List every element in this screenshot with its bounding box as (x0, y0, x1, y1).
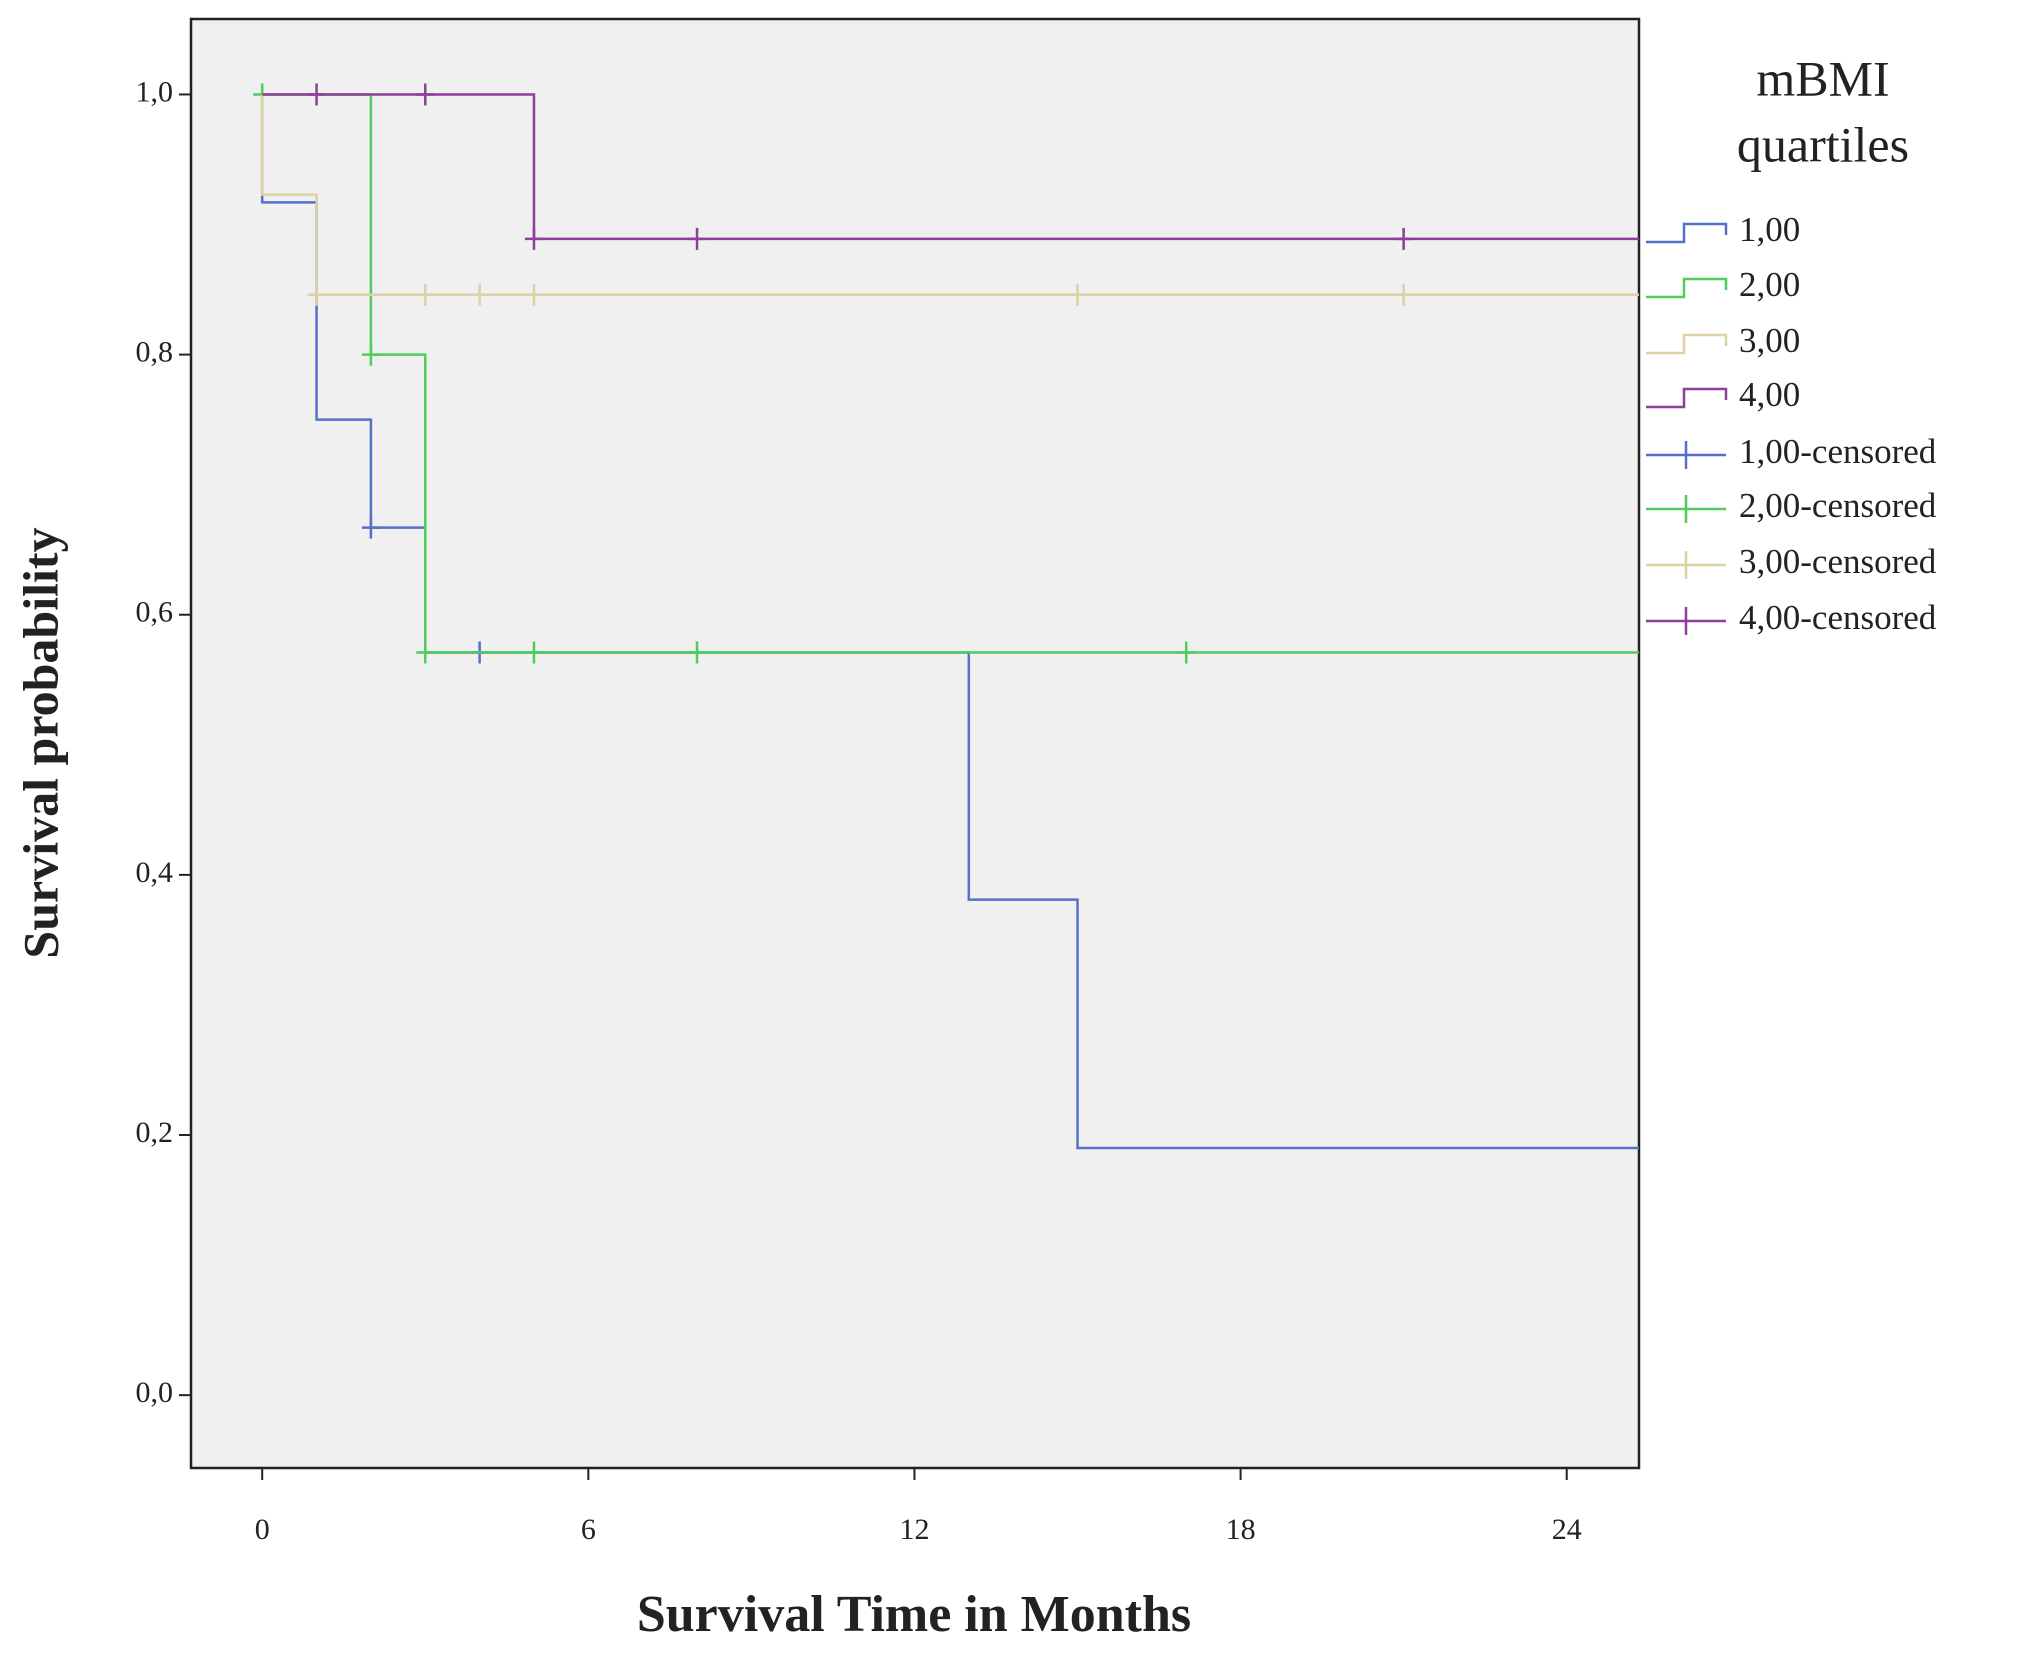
legend-label: 4,00 (1739, 375, 1800, 414)
censored-mark (307, 83, 326, 106)
legend-step-symbol (1646, 277, 1728, 299)
censored-mark (1068, 283, 1087, 306)
censored-mark (688, 227, 707, 250)
legend-label: 3,00-censored (1739, 542, 1937, 581)
y-tick-label: 0,0 (136, 1376, 174, 1409)
legend-censored-symbol (1646, 551, 1726, 579)
censored-mark (470, 283, 489, 306)
legend-label: 2,00 (1739, 265, 1800, 304)
censored-mark (688, 641, 707, 664)
x-axis-title: Survival Time in Months (637, 1586, 1191, 1643)
survival-curve (260, 94, 1639, 297)
legend-label: 1,00-censored (1739, 432, 1937, 471)
legend-title: quartiles (1737, 116, 1909, 172)
legend-censored-symbol (1646, 607, 1726, 635)
x-tick-label: 0 (255, 1513, 270, 1546)
legend-label: 2,00-censored (1739, 486, 1937, 525)
legend-label: 4,00-censored (1739, 598, 1937, 637)
legend-step-symbol (1646, 222, 1728, 244)
x-tick-label: 18 (1226, 1513, 1256, 1546)
legend-title: mBMI (1756, 50, 1889, 106)
x-tick-label: 12 (899, 1513, 929, 1546)
y-tick-label: 0,8 (136, 335, 174, 368)
legend-label: 3,00 (1739, 321, 1800, 360)
censored-mark (524, 283, 543, 306)
legend-step-symbol (1646, 333, 1728, 355)
y-axis-title: Survival probability (12, 527, 68, 958)
y-tick-label: 1,0 (136, 75, 174, 108)
censored-mark (524, 227, 543, 250)
y-tick-label: 0,4 (136, 856, 174, 889)
x-tick-label: 6 (581, 1513, 596, 1546)
censored-mark (524, 641, 543, 664)
y-tick-label: 0,6 (136, 596, 174, 629)
x-tick-label: 24 (1552, 1513, 1582, 1546)
censored-mark (416, 641, 435, 664)
censored-mark (416, 83, 435, 106)
legend-censored-symbol (1646, 441, 1726, 469)
survival-curve (262, 93, 1639, 241)
legend-censored-symbol (1646, 495, 1726, 523)
legend-label: 1,00 (1739, 210, 1800, 249)
legend-step-symbol (1646, 387, 1728, 409)
censored-mark (361, 343, 380, 366)
censored-mark (1177, 641, 1196, 664)
censored-mark (1394, 283, 1413, 306)
censored-mark (307, 283, 326, 306)
censored-mark (1394, 227, 1413, 250)
censored-mark (361, 516, 380, 539)
plot-area (189, 17, 1641, 1470)
y-tick-label: 0,2 (136, 1116, 174, 1149)
censored-mark (416, 283, 435, 306)
